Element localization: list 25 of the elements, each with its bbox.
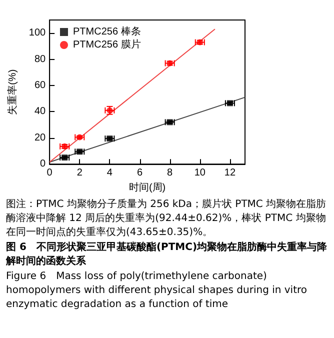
y-axis-title: 失重率(%) [6, 69, 18, 115]
legend-label: PTMC256 膜片 [73, 38, 141, 50]
text: 图注：PTMC 均聚物分子质量为 256 kDa；膜片状 PTMC 均聚物在脂肪酶溶液中降解 12 周后的失重率为(92.44±0.62)%，棒状 PTMC 均聚物在同一时间点的失重率仅为(43.65±0.35)%。 [6, 198, 328, 240]
x-tick-label: 4 [106, 168, 113, 179]
y-tick-label: 100 [28, 28, 46, 39]
x-axis-title: 时间(周) [128, 182, 166, 194]
point [76, 134, 83, 140]
legend-label: PTMC256 棒条 [73, 26, 141, 38]
point [166, 119, 173, 126]
point [62, 154, 68, 161]
y-tick-label: 0 [40, 158, 46, 170]
y-tick-label: 60 [34, 80, 46, 91]
x-tick-label: 10 [194, 168, 206, 179]
caption: 图 6 不同形状聚三亚甲基碳酸酯(PTMC)均聚物在脂肪酶中失重率与降解时间的函数关系 [6, 241, 328, 269]
point [226, 100, 233, 106]
y-tick-label: 20 [34, 132, 46, 144]
x-tick-label: 12 [224, 168, 236, 179]
caption: Figure 6 Mass loss of poly(trimethylene carbonate) homopolymers with different physical shapes during in vitro enzymatic degradation as a function of time [6, 270, 308, 312]
x-tick-label: 8 [167, 168, 174, 179]
y-tick-label: 40 [34, 106, 46, 118]
y-tick-label: 80 [34, 54, 46, 65]
point [106, 136, 113, 142]
x-tick-label: 2 [76, 168, 83, 179]
point [76, 148, 83, 155]
x-tick-label: 6 [136, 168, 143, 179]
